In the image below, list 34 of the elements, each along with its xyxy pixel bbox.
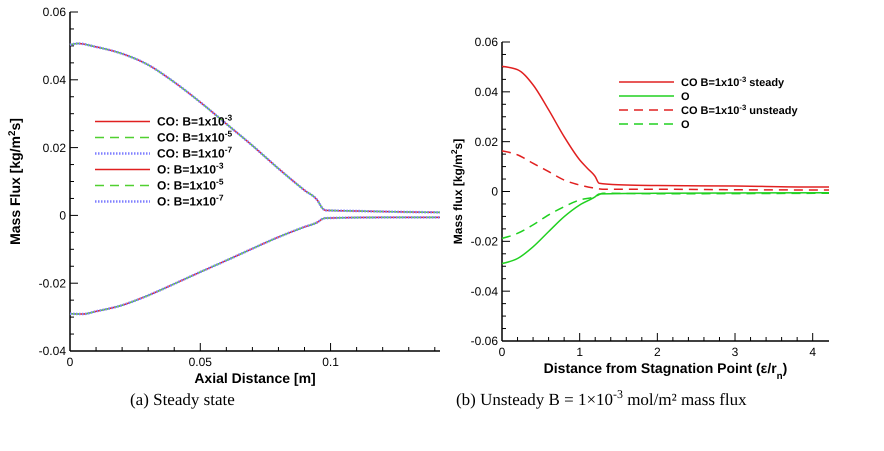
line-series [501, 66, 830, 188]
x-tick-label: 2 [654, 345, 661, 359]
legend-label: O [681, 118, 690, 131]
legend-label: CO B=1x10$^{-3}$ unsteady [681, 102, 798, 117]
x-axis-title: Distance from Stagnation Point (ε/r$_{n}$) [544, 360, 788, 382]
y-tick-label: 0.02 [474, 134, 498, 149]
x-tick-label: 1 [576, 345, 584, 359]
y-tick-label: 0.02 [42, 140, 66, 155]
y-tick-label: 0 [59, 208, 66, 223]
y-tick-label: 0.04 [42, 73, 66, 87]
legend-label: O: B=1x10$^{-5}$ [157, 176, 224, 193]
y-tick-label: 0.06 [42, 5, 66, 20]
legend-label: O: B=1x10$^{-3}$ [157, 160, 224, 177]
y-tick-label: -0.04 [470, 284, 498, 298]
x-tick-label: 0.1 [322, 355, 340, 369]
legend-label: CO: B=1x10$^{-5}$ [157, 128, 232, 145]
y-tick-label: 0.04 [474, 85, 498, 100]
legend-label: O [681, 90, 690, 103]
legend-label: O: B=1x10$^{-7}$ [157, 192, 224, 209]
x-tick-label: 3 [732, 345, 739, 359]
y-tick-label: -0.02 [38, 276, 66, 290]
x-axis-title: Axial Distance [m] [194, 370, 316, 386]
legend-label: CO: B=1x10$^{-7}$ [157, 144, 232, 161]
x-tick-label: 0.05 [188, 355, 212, 369]
y-tick-label: -0.06 [470, 334, 498, 348]
text: (b) Unsteady B = 1×10$^{-3}$ mol/m² mass flux [456, 387, 748, 409]
legend-label: CO B=1x10$^{-3}$ steady [681, 74, 786, 89]
y-tick-label: 0 [491, 184, 498, 199]
y-tick-label: -0.04 [38, 344, 66, 358]
text: (a) Steady state [130, 390, 235, 409]
y-tick-label: -0.02 [470, 234, 498, 249]
x-tick-label: 4 [809, 345, 816, 359]
legend-label: CO: B=1x10$^{-3}$ [157, 112, 232, 129]
y-tick-label: 0.06 [474, 35, 498, 50]
